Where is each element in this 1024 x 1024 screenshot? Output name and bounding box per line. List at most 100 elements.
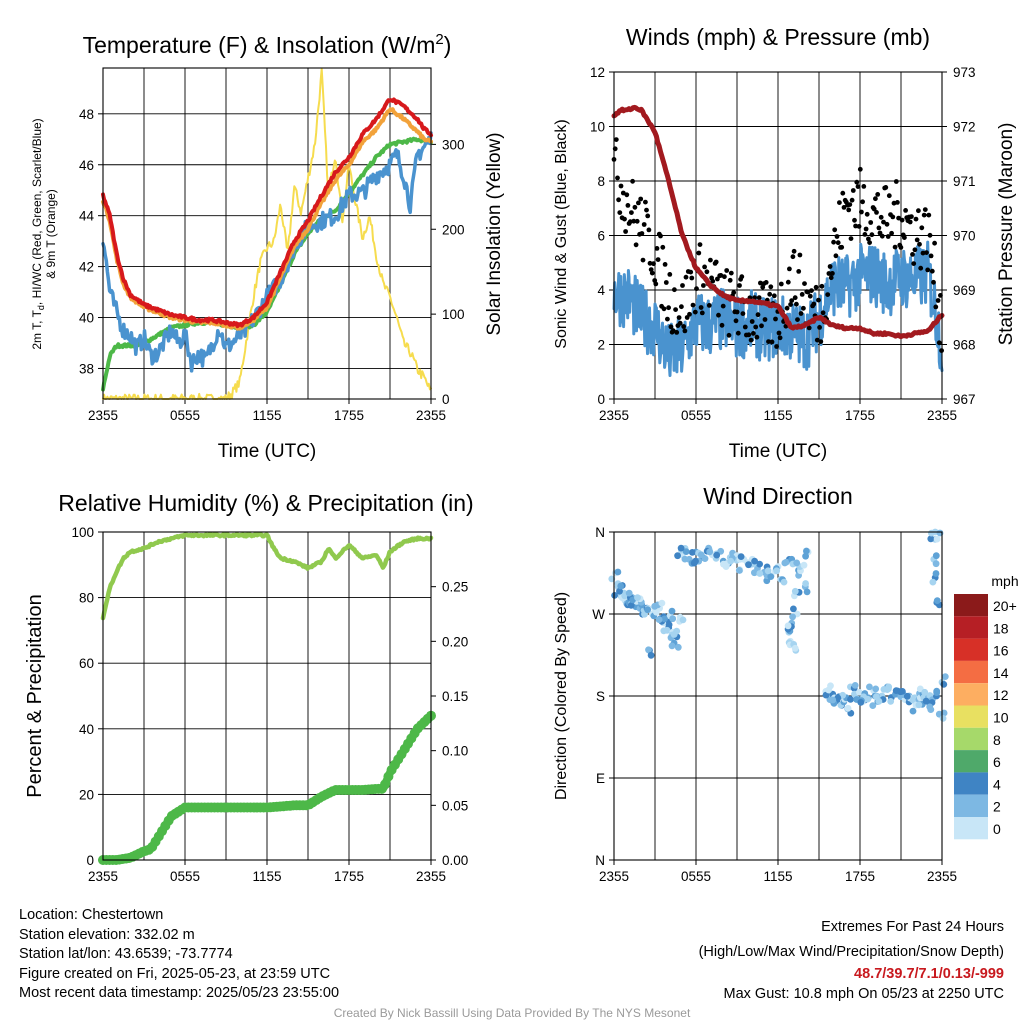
gust-point [651,261,656,267]
direction-point [802,552,809,560]
gust-point [763,280,769,285]
gust-point [739,274,745,280]
y2-tick-label: 0 [442,392,450,407]
gust-point [704,269,710,275]
gust-point [706,303,712,308]
x-tick-label: 2355 [88,869,118,884]
gust-point [697,242,703,248]
gust-point [911,261,917,266]
direction-point [909,707,917,715]
credit-text: Created By Nick Bassill Using Data Provi… [333,1006,691,1020]
gust-point [856,224,862,229]
gust-point [767,291,773,297]
gust-point [806,325,812,331]
gust-point [698,305,704,310]
y2-tick-label: 973 [953,65,976,80]
gust-point [799,292,805,297]
direction-point [932,552,940,560]
y-tick-label: 10 [590,120,605,135]
gust-point [819,283,825,289]
gust-point [827,264,833,269]
gust-point [917,241,922,247]
gust-point [623,229,628,234]
direction-point [784,622,792,630]
gust-point [811,301,817,307]
gust-point [802,281,807,286]
gust-point [778,281,784,287]
plot-border [613,531,943,861]
gust-point [639,231,645,236]
gust-point [859,209,864,215]
direction-point [856,689,863,696]
gust-point [720,303,726,309]
gust-point [636,200,641,206]
y2-tick-label: 972 [953,120,976,135]
legend-title: mph [991,573,1018,589]
chart-title: Winds (mph) & Pressure (mb) [626,24,930,50]
x-tick-label: 2355 [416,408,446,423]
direction-point [713,551,721,559]
gust-point [654,246,660,251]
gust-point [922,207,928,213]
gust-point [914,237,920,243]
gust-point [855,184,861,190]
direction-point [791,587,799,595]
gust-point [633,242,639,248]
direction-point [692,557,699,565]
direction-point [933,597,941,604]
gust-point [682,328,688,334]
x-tick-label: 1155 [252,869,281,884]
gust-point [932,240,937,246]
x-tick-label: 0555 [681,408,711,423]
direction-point [928,529,935,537]
direction-point [614,568,622,576]
gust-point [920,250,926,256]
gust-point [834,234,840,239]
y2-tick-label: 0.05 [442,798,468,813]
direction-point [655,616,663,623]
y-axis-label: Sonic Wind & Gust (Blue, Black) [553,119,570,348]
direction-point [745,561,752,569]
direction-point [668,607,676,615]
y-axis-label-sub: d [36,305,46,310]
legend-label: 20+ [993,598,1017,614]
gust-point [719,322,725,328]
direction-point [869,702,877,709]
gust-point [837,200,842,206]
gust-point [726,332,732,338]
direction-point [735,567,743,574]
gust-point [813,284,819,290]
gust-point [731,290,737,295]
y-tick-label: N [595,525,605,540]
gust-point [801,305,806,311]
gust-point [766,339,771,344]
gust-point [876,225,882,231]
gust-point [694,286,699,292]
gust-point [680,283,685,288]
gust-point [733,318,739,324]
gust-point [735,330,741,336]
direction-point [767,573,775,580]
gust-point [616,197,621,203]
gust-point [655,257,661,262]
legend-label: 8 [993,732,1001,748]
chart-title-close: ) [444,32,452,58]
x-tick-label: 0555 [170,408,200,423]
gust-point [689,275,695,281]
gust-point [699,310,705,316]
series-pressure [611,104,945,340]
direction-point [880,686,888,693]
direction-point [634,594,641,601]
gust-point [702,264,707,270]
gust-point [886,193,892,199]
y2-tick-label: 0.20 [442,634,468,649]
gust-point [640,257,646,263]
y-tick-label: S [596,689,605,704]
chart-title-main: Temperature (F) & Insolation (W/m [83,32,436,58]
gust-point [632,204,638,210]
gust-point [854,179,860,185]
plot-border [102,67,432,400]
y-tick-label: 8 [597,174,605,189]
gust-point [676,315,682,320]
x-tick-label: 1755 [845,408,875,423]
